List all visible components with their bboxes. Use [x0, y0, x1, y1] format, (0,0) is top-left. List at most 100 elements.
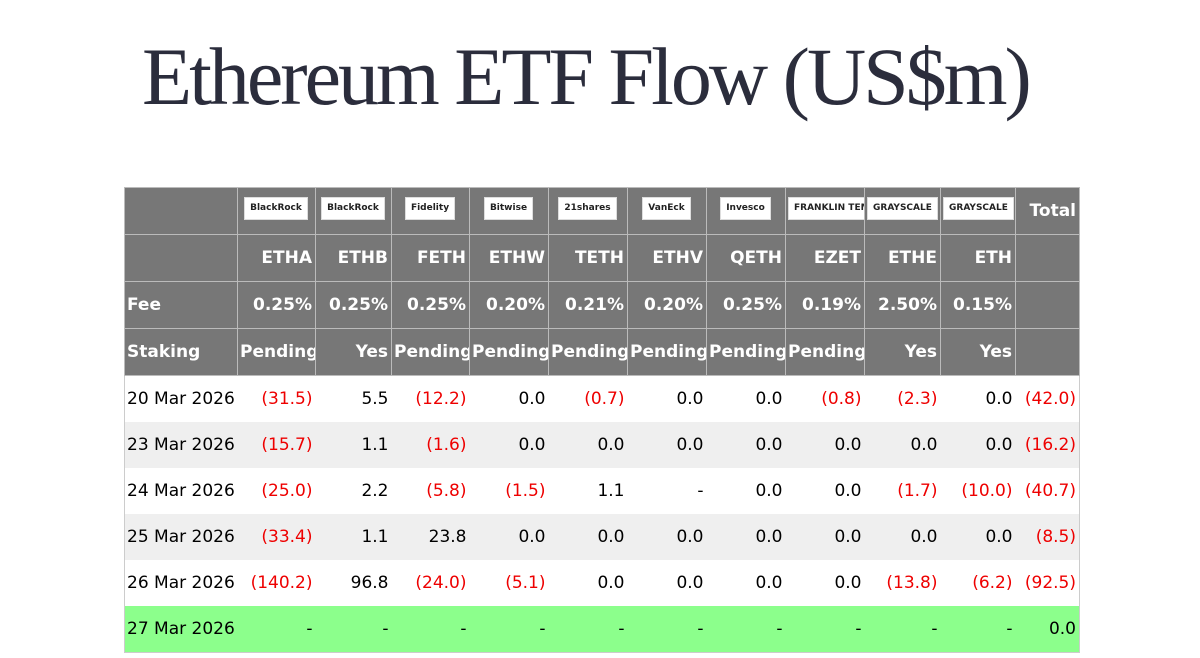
issuer-logo: Invesco — [720, 197, 771, 220]
staking-status: Pending — [237, 328, 316, 376]
staking-status: Pending — [706, 328, 786, 376]
flow-cell: 0.0 — [940, 375, 1016, 422]
flow-cell: 0.0 — [864, 422, 941, 468]
fee: 0.19% — [785, 281, 865, 329]
flow-cell: - — [940, 606, 1016, 653]
flow-cell: (24.0) — [391, 560, 470, 606]
flow-cell: 0.0 — [627, 422, 707, 468]
flow-cell: 96.8 — [315, 560, 392, 606]
header-cell: FRANKLIN TEMPLETON — [785, 187, 865, 235]
flow-cell: 0.0 — [785, 422, 865, 468]
flow-cell: 0.0 — [469, 375, 549, 422]
flow-cell: 1.1 — [548, 468, 628, 514]
flow-cell: - — [864, 606, 941, 653]
flow-cell: - — [315, 606, 392, 653]
flow-cell: (25.0) — [237, 468, 316, 514]
header-cell: BlackRock — [315, 187, 392, 235]
issuer-logo: BlackRock — [244, 197, 308, 220]
row-label: Staking — [124, 328, 238, 376]
flow-cell: - — [627, 468, 707, 514]
ticker: TETH — [548, 234, 628, 282]
flow-row: 26 Mar 2026 (140.2) 96.8 (24.0) (5.1) 0.0 0.0 0… — [124, 560, 1080, 606]
staking-status: Pending — [391, 328, 470, 376]
issuer-logo: GRAYSCALE — [943, 197, 1014, 220]
staking-status: Pending — [469, 328, 549, 376]
fee: 0.25% — [706, 281, 786, 329]
header-cell: VanEck — [627, 187, 707, 235]
flow-cell: (0.7) — [548, 375, 628, 422]
fee: 0.21% — [548, 281, 628, 329]
flow-cell: 0.0 — [469, 422, 549, 468]
flow-cell: 1.1 — [315, 514, 392, 560]
flow-cell: 0.0 — [940, 422, 1016, 468]
flow-cell: 0.0 — [706, 560, 786, 606]
header-cell: Invesco — [706, 187, 786, 235]
flow-cell: - — [237, 606, 316, 653]
flow-row: 23 Mar 2026 (15.7) 1.1 (1.6) 0.0 0.0 0.0 0.0 0.0… — [124, 422, 1080, 468]
header-cell: Fidelity — [391, 187, 470, 235]
fee: 0.25% — [237, 281, 316, 329]
flow-cell: 0.0 — [548, 514, 628, 560]
flow-cell: 0.0 — [469, 514, 549, 560]
fee-row: Fee 0.25% 0.25% 0.25% 0.20% 0.21% 0.20% 0.25% 0.… — [124, 281, 1080, 329]
flow-cell: - — [785, 606, 865, 653]
header-cell — [1015, 234, 1080, 282]
ticker: ETH — [940, 234, 1016, 282]
etf-table: BlackRock BlackRock Fidelity Bitwise 21share… — [124, 187, 1080, 653]
issuer-logo: VanEck — [642, 197, 691, 220]
flow-cell: 0.0 — [785, 560, 865, 606]
table-body: BlackRock BlackRock Fidelity Bitwise 21share… — [124, 187, 1080, 653]
flow-cell: 0.0 — [627, 514, 707, 560]
ticker-row: ETHA ETHB FETH ETHW TETH ETHV QETH EZET ETHE ETH — [124, 234, 1080, 282]
header-cell: Bitwise — [469, 187, 549, 235]
flow-cell: 0.0 — [864, 514, 941, 560]
flow-row: 24 Mar 2026 (25.0) 2.2 (5.8) (1.5) 1.1-0.0 0.0… — [124, 468, 1080, 514]
staking-row: Staking Pending Yes Pending Pending Pending Pe… — [124, 328, 1080, 376]
title: Ethereum ETF Flow (US$m) — [142, 31, 1032, 122]
date-cell: 25 Mar 2026 — [124, 514, 238, 560]
ticker: ETHA — [237, 234, 316, 282]
issuer-logo: 21shares — [558, 197, 617, 220]
staking-status: Pending — [785, 328, 865, 376]
flow-cell: 0.0 — [706, 422, 786, 468]
flow-cell: (33.4) — [237, 514, 316, 560]
fee: 2.50% — [864, 281, 941, 329]
flow-row: 20 Mar 2026 (31.5) 5.5 (12.2) 0.0 (0.7) 0.0 0.0… — [124, 375, 1080, 422]
ticker: ETHB — [315, 234, 392, 282]
header-cell: GRAYSCALE — [864, 187, 941, 235]
logo-row: BlackRock BlackRock Fidelity Bitwise 21share… — [124, 187, 1080, 235]
flow-cell: - — [548, 606, 628, 653]
flow-cell: (8.5) — [1015, 514, 1080, 560]
ticker: ETHW — [469, 234, 549, 282]
staking-status: Pending — [548, 328, 628, 376]
ticker: EZET — [785, 234, 865, 282]
flow-cell: (15.7) — [237, 422, 316, 468]
issuer-logo: GRAYSCALE — [867, 197, 938, 220]
flow-cell: 0.0 — [1015, 606, 1080, 653]
staking-status: Yes — [940, 328, 1016, 376]
staking-status: Yes — [864, 328, 941, 376]
date-cell: 24 Mar 2026 — [124, 468, 238, 514]
ticker: ETHE — [864, 234, 941, 282]
flow-cell: 0.0 — [627, 560, 707, 606]
flow-cell: 0.0 — [627, 375, 707, 422]
flow-cell: (16.2) — [1015, 422, 1080, 468]
header-cell: GRAYSCALE — [940, 187, 1016, 235]
header-cell — [1015, 281, 1080, 329]
flow-cell: 0.0 — [706, 468, 786, 514]
flow-cell: 5.5 — [315, 375, 392, 422]
flow-cell: 0.0 — [940, 514, 1016, 560]
date-cell: 20 Mar 2026 — [124, 375, 238, 422]
flow-cell: (5.8) — [391, 468, 470, 514]
flow-cell: - — [469, 606, 549, 653]
flow-row: 27 Mar 2026- - - - - - - - - -0.0 — [124, 606, 1080, 653]
header-cell: BlackRock — [237, 187, 316, 235]
flow-cell: (1.7) — [864, 468, 941, 514]
flow-cell: 23.8 — [391, 514, 470, 560]
header-cell: 21shares — [548, 187, 628, 235]
date-cell: 26 Mar 2026 — [124, 560, 238, 606]
date-cell: 27 Mar 2026 — [124, 606, 238, 653]
header-cell — [124, 187, 238, 235]
flow-cell: (42.0) — [1015, 375, 1080, 422]
